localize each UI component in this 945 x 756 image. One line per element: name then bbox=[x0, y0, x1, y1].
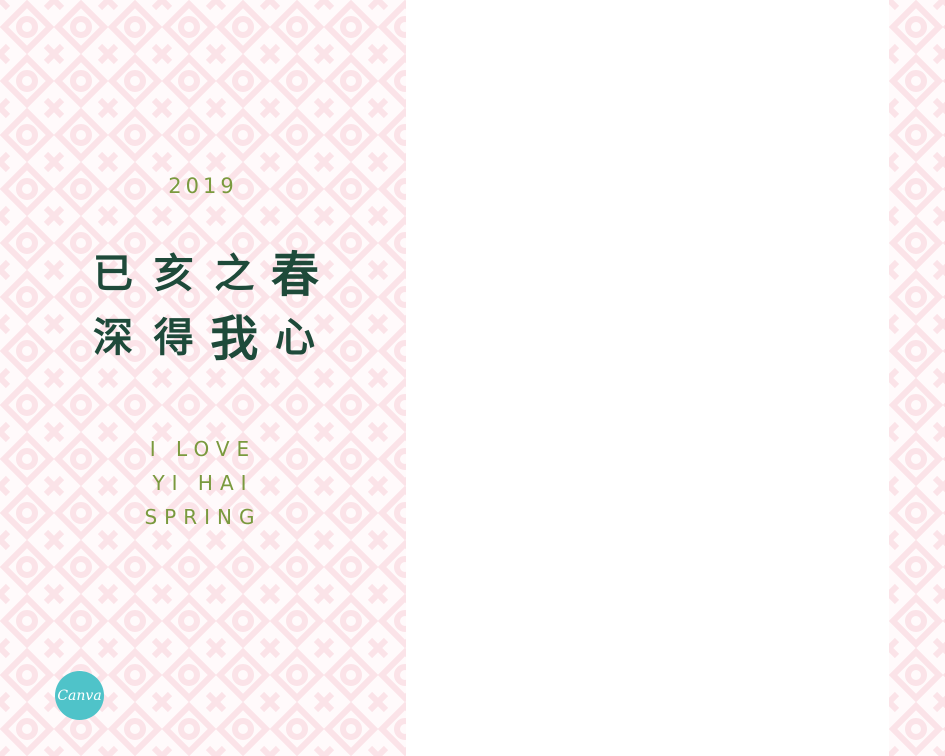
poem-line-2: 深 得 我 心 bbox=[84, 302, 324, 367]
english-line-2: YI HAI bbox=[152, 471, 254, 495]
left-pattern-panel bbox=[0, 0, 406, 756]
english-line-1: I LOVE bbox=[149, 437, 257, 461]
poem-char: 之 bbox=[214, 250, 255, 297]
poem-line-1: 已 亥 之 春 bbox=[84, 238, 324, 303]
canva-logo-button[interactable]: Canva bbox=[55, 671, 104, 720]
poem-char: 亥 bbox=[153, 250, 194, 297]
right-pattern-strip bbox=[889, 0, 945, 756]
lattice-pattern-right bbox=[889, 0, 945, 756]
poem-char: 心 bbox=[274, 314, 315, 361]
canva-logo-text: Canva bbox=[57, 687, 102, 704]
english-line-3: SPRING bbox=[144, 505, 262, 529]
poem-char: 深 bbox=[93, 314, 133, 361]
poem-char: 已 bbox=[93, 250, 133, 297]
blank-card-area bbox=[406, 0, 889, 756]
lattice-pattern bbox=[0, 0, 406, 756]
poem-char: 得 bbox=[153, 314, 194, 361]
poem-char: 春 bbox=[270, 247, 319, 303]
year-label: 2019 bbox=[168, 174, 238, 198]
poem-char: 我 bbox=[210, 311, 259, 367]
